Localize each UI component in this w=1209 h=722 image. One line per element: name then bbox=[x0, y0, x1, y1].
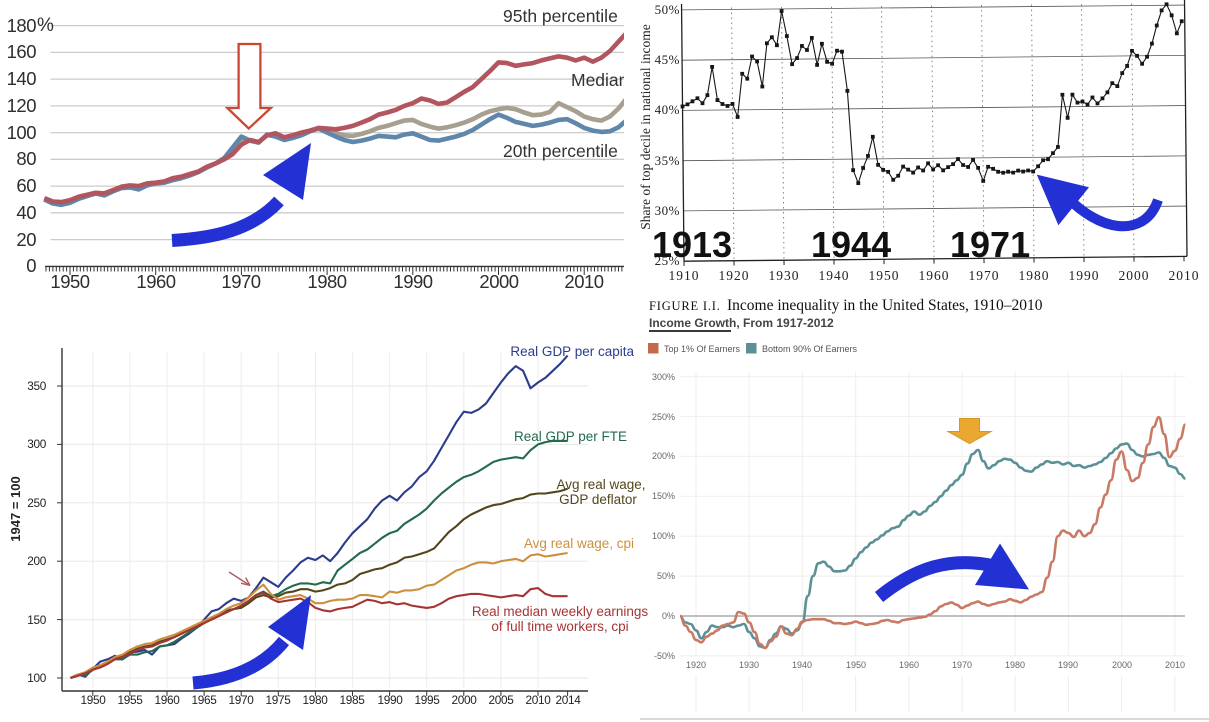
svg-text:1990: 1990 bbox=[1069, 268, 1100, 283]
svg-text:Bottom 90% Of Earners: Bottom 90% Of Earners bbox=[762, 344, 858, 354]
svg-text:2000: 2000 bbox=[1112, 660, 1132, 670]
svg-text:1980: 1980 bbox=[1005, 660, 1025, 670]
svg-text:50%: 50% bbox=[655, 2, 680, 17]
svg-text:Real GDP per capita: Real GDP per capita bbox=[510, 344, 634, 359]
svg-text:1913: 1913 bbox=[652, 224, 732, 265]
svg-text:1950: 1950 bbox=[50, 271, 89, 292]
svg-text:350: 350 bbox=[27, 379, 47, 393]
svg-text:Median: Median bbox=[571, 70, 628, 90]
svg-text:2010: 2010 bbox=[525, 693, 551, 707]
svg-text:1940: 1940 bbox=[819, 268, 850, 283]
svg-text:160: 160 bbox=[7, 41, 37, 62]
svg-text:2000: 2000 bbox=[479, 271, 518, 292]
svg-text:1960: 1960 bbox=[154, 693, 180, 707]
svg-text:of full time workers, cpi: of full time workers, cpi bbox=[491, 619, 628, 634]
svg-text:1920: 1920 bbox=[719, 268, 750, 283]
svg-text:Top 1% Of Earners: Top 1% Of Earners bbox=[664, 344, 741, 354]
svg-text:150%: 150% bbox=[652, 491, 675, 501]
svg-text:60: 60 bbox=[16, 175, 36, 196]
svg-text:95th percentile: 95th percentile bbox=[503, 6, 618, 26]
svg-text:1965: 1965 bbox=[191, 693, 217, 707]
svg-text:1960: 1960 bbox=[919, 268, 950, 283]
svg-text:2010: 2010 bbox=[1169, 268, 1200, 283]
svg-text:150: 150 bbox=[27, 613, 47, 627]
svg-text:2000: 2000 bbox=[1119, 268, 1150, 283]
svg-text:1975: 1975 bbox=[265, 693, 291, 707]
svg-text:1980: 1980 bbox=[302, 693, 328, 707]
svg-text:1920: 1920 bbox=[686, 660, 706, 670]
svg-text:1990: 1990 bbox=[377, 693, 403, 707]
svg-text:40%: 40% bbox=[655, 102, 680, 117]
svg-text:GDP deflator: GDP deflator bbox=[559, 492, 637, 507]
svg-text:2014: 2014 bbox=[555, 693, 581, 707]
svg-text:0: 0 bbox=[26, 255, 36, 276]
svg-text:1950: 1950 bbox=[846, 660, 866, 670]
svg-text:0%: 0% bbox=[662, 611, 675, 621]
svg-text:1990: 1990 bbox=[1058, 660, 1078, 670]
svg-text:Real median weekly earnings: Real median weekly earnings bbox=[472, 604, 649, 619]
svg-text:250: 250 bbox=[27, 496, 47, 510]
svg-text:1980: 1980 bbox=[307, 271, 346, 292]
svg-text:1960: 1960 bbox=[899, 660, 919, 670]
svg-text:100: 100 bbox=[7, 122, 37, 143]
svg-text:300: 300 bbox=[27, 437, 47, 451]
svg-text:2010: 2010 bbox=[1165, 660, 1185, 670]
svg-text:2010: 2010 bbox=[564, 271, 603, 292]
svg-text:1950: 1950 bbox=[869, 268, 900, 283]
svg-text:80: 80 bbox=[16, 148, 36, 169]
svg-text:200%: 200% bbox=[652, 451, 675, 461]
svg-text:FIGURE I.I.: FIGURE I.I. bbox=[649, 299, 721, 313]
svg-text:1970: 1970 bbox=[952, 660, 972, 670]
svg-text:Share of top decile in nationa: Share of top decile in national income bbox=[638, 24, 653, 229]
svg-text:1910: 1910 bbox=[669, 268, 700, 283]
svg-text:1947 = 100: 1947 = 100 bbox=[8, 476, 23, 541]
svg-text:Avg real wage,: Avg real wage, bbox=[556, 477, 645, 492]
svg-text:1970: 1970 bbox=[221, 271, 260, 292]
svg-text:300%: 300% bbox=[652, 372, 675, 382]
svg-text:1950: 1950 bbox=[80, 693, 106, 707]
svg-text:1971: 1971 bbox=[950, 224, 1030, 265]
svg-text:1995: 1995 bbox=[414, 693, 440, 707]
svg-text:1960: 1960 bbox=[136, 271, 175, 292]
svg-text:1944: 1944 bbox=[811, 224, 891, 265]
svg-text:2005: 2005 bbox=[488, 693, 514, 707]
svg-text:100%: 100% bbox=[652, 531, 675, 541]
svg-text:%: % bbox=[37, 15, 54, 36]
svg-text:Avg real wage, cpi: Avg real wage, cpi bbox=[524, 536, 634, 551]
svg-text:-50%: -50% bbox=[654, 651, 675, 661]
svg-text:1955: 1955 bbox=[117, 693, 143, 707]
svg-text:50%: 50% bbox=[657, 571, 675, 581]
svg-text:Income inequality in the Unite: Income inequality in the United States, … bbox=[727, 297, 1043, 314]
svg-text:180: 180 bbox=[7, 15, 37, 36]
svg-text:200: 200 bbox=[27, 554, 47, 568]
svg-text:1970: 1970 bbox=[228, 693, 254, 707]
svg-text:1985: 1985 bbox=[339, 693, 365, 707]
svg-text:Real GDP per FTE: Real GDP per FTE bbox=[514, 429, 627, 444]
svg-text:2000: 2000 bbox=[451, 693, 477, 707]
svg-text:20: 20 bbox=[16, 229, 36, 250]
svg-text:30%: 30% bbox=[655, 203, 680, 218]
svg-text:1930: 1930 bbox=[739, 660, 759, 670]
svg-text:45%: 45% bbox=[655, 52, 680, 67]
svg-text:1990: 1990 bbox=[393, 271, 432, 292]
svg-text:1940: 1940 bbox=[792, 660, 812, 670]
svg-text:100: 100 bbox=[27, 671, 47, 685]
svg-text:40: 40 bbox=[16, 202, 36, 223]
svg-text:35%: 35% bbox=[655, 153, 680, 168]
svg-text:20th percentile: 20th percentile bbox=[503, 141, 618, 161]
svg-text:1970: 1970 bbox=[969, 268, 1000, 283]
svg-text:250%: 250% bbox=[652, 412, 675, 422]
svg-text:1980: 1980 bbox=[1019, 268, 1050, 283]
svg-text:25%: 25% bbox=[655, 253, 680, 268]
svg-text:Income Growth, From 1917-2012: Income Growth, From 1917-2012 bbox=[649, 316, 834, 330]
svg-text:1930: 1930 bbox=[769, 268, 800, 283]
svg-text:120: 120 bbox=[7, 95, 37, 116]
svg-text:140: 140 bbox=[7, 68, 37, 89]
